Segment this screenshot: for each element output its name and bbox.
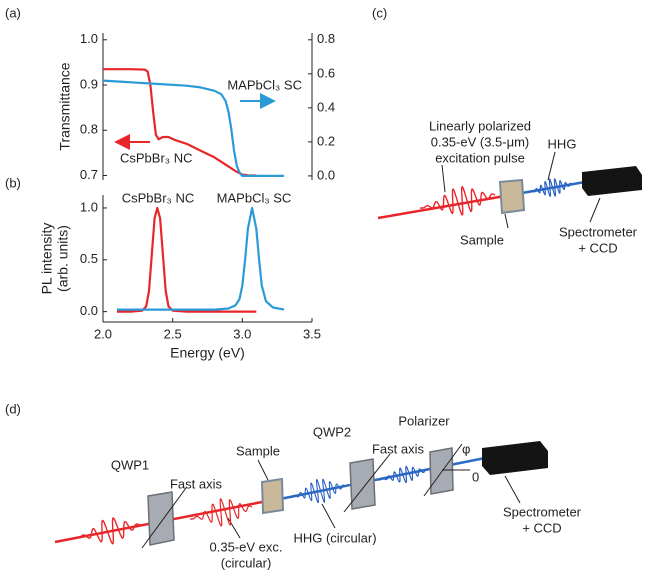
leader bbox=[547, 151, 556, 181]
label: QWP2 bbox=[313, 424, 351, 439]
label: (circular) bbox=[221, 555, 272, 570]
panel-label: (c) bbox=[372, 5, 387, 20]
y-tick-label: 0.0 bbox=[80, 303, 98, 318]
line bbox=[103, 68, 257, 177]
y-axis-label: Transmittance bbox=[57, 62, 73, 150]
label: Fast axis bbox=[170, 476, 223, 491]
label: + CCD bbox=[578, 240, 617, 255]
line bbox=[116, 206, 285, 311]
fast-axis bbox=[141, 487, 187, 549]
polarizer bbox=[429, 447, 454, 495]
x-tick-label: 3.0 bbox=[233, 326, 251, 341]
wave-packet bbox=[378, 465, 429, 484]
label: HHG bbox=[548, 136, 577, 151]
qwp1 bbox=[147, 491, 175, 546]
line bbox=[102, 79, 285, 177]
y2-tick-label: 0.4 bbox=[317, 99, 335, 114]
y2-tick-label: 0.0 bbox=[317, 167, 335, 182]
x-tick-label: 2.5 bbox=[164, 326, 182, 341]
x-tick-label: 2.0 bbox=[94, 326, 112, 341]
leader bbox=[589, 197, 601, 223]
label: φ bbox=[462, 441, 470, 456]
line bbox=[116, 206, 257, 313]
wave-packet bbox=[420, 185, 496, 216]
label: Fast axis bbox=[372, 441, 425, 456]
y-tick-label: 0.7 bbox=[80, 167, 98, 182]
beam bbox=[377, 194, 506, 220]
annotation: MAPbCl₃ SC bbox=[217, 190, 292, 205]
spectrometer bbox=[482, 441, 548, 475]
leader bbox=[504, 213, 509, 229]
label: Spectrometer bbox=[503, 504, 582, 519]
sample bbox=[260, 477, 285, 515]
label: 0 bbox=[472, 469, 479, 484]
y-tick-label: 1.0 bbox=[80, 199, 98, 214]
y-tick-label: 1.0 bbox=[80, 31, 98, 46]
y-axis-label: PL intensity bbox=[39, 223, 55, 295]
annotation: MAPbCl₃ SC bbox=[227, 77, 302, 92]
wave-packet bbox=[290, 478, 346, 504]
label: HHG (circular) bbox=[293, 530, 376, 545]
spectrometer bbox=[582, 166, 642, 196]
y-tick-label: 0.9 bbox=[80, 76, 98, 91]
label: Sample bbox=[236, 443, 280, 458]
leader bbox=[504, 475, 521, 504]
diagrams: (c) Linearly polarized 0.35-eV (3.5-μm) … bbox=[5, 5, 642, 570]
label: Linearly polarized bbox=[429, 118, 531, 133]
x-tick-label: 3.5 bbox=[303, 326, 321, 341]
label: QWP1 bbox=[111, 457, 149, 472]
sample bbox=[498, 178, 526, 215]
label: 0.35-eV exc. bbox=[210, 539, 283, 554]
y-tick-label: 0.8 bbox=[80, 122, 98, 137]
panel-label: (a) bbox=[5, 5, 21, 20]
label: excitation pulse bbox=[435, 150, 525, 165]
fast-axis bbox=[343, 453, 391, 513]
label: Polarizer bbox=[398, 413, 450, 428]
wave-packet bbox=[75, 517, 141, 545]
leader bbox=[441, 164, 446, 193]
leader bbox=[321, 503, 336, 529]
label: Spectrometer bbox=[559, 224, 638, 239]
qwp2 bbox=[349, 458, 376, 510]
y2-tick-label: 0.8 bbox=[317, 31, 335, 46]
wave-packet bbox=[528, 178, 573, 197]
annotation: CsPbBr₃ NC bbox=[120, 150, 192, 165]
y-axis-label: (arb. units) bbox=[55, 225, 71, 292]
wave-packet bbox=[190, 498, 253, 527]
label: 0.35-eV (3.5-μm) bbox=[431, 134, 530, 149]
leader bbox=[257, 459, 269, 481]
panel-label: (d) bbox=[5, 401, 21, 416]
y2-tick-label: 0.2 bbox=[317, 133, 335, 148]
annotation: CsPbBr₃ NC bbox=[122, 190, 194, 205]
label: Sample bbox=[460, 232, 504, 247]
leader bbox=[227, 517, 241, 539]
panel-label: (b) bbox=[5, 175, 21, 190]
x-axis-label: Energy (eV) bbox=[170, 345, 245, 361]
y-tick-label: 0.5 bbox=[80, 251, 98, 266]
label: + CCD bbox=[522, 520, 561, 535]
y2-tick-label: 0.6 bbox=[317, 65, 335, 80]
